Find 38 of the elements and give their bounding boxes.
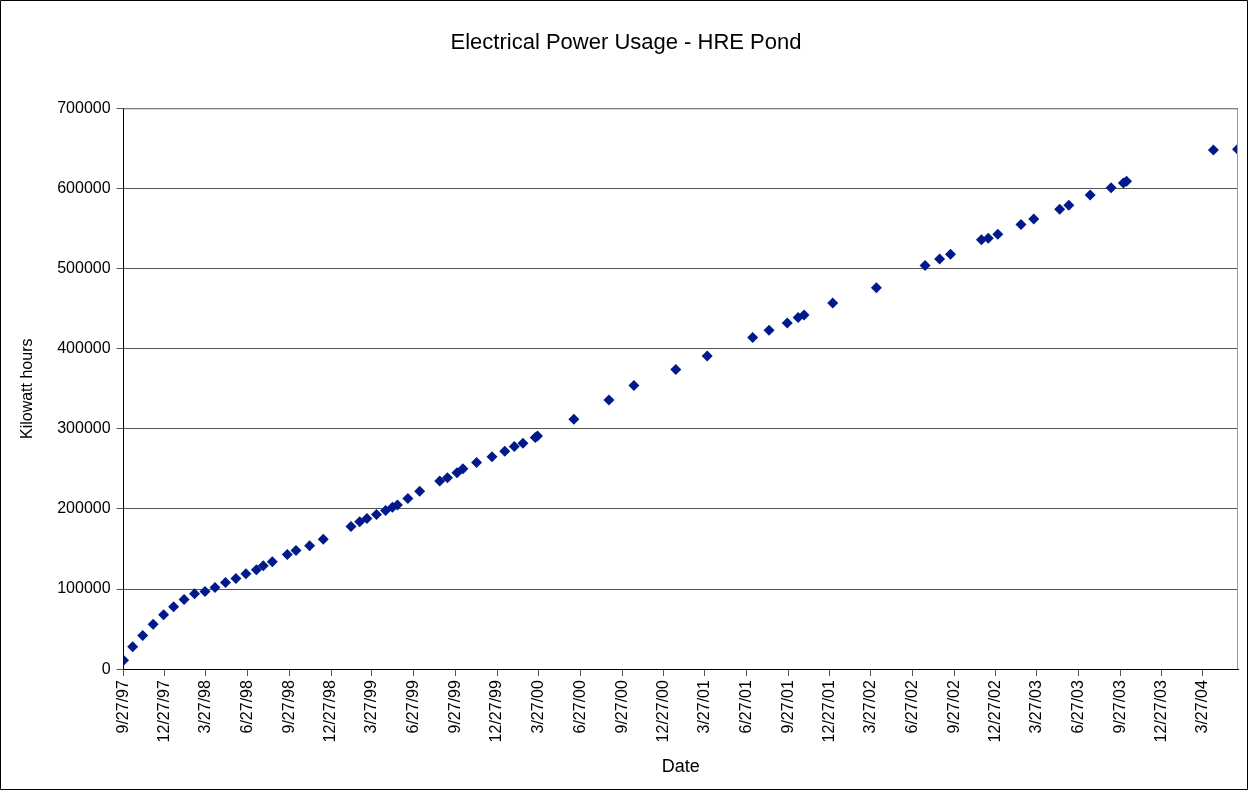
x-tick-label: 12/27/98 xyxy=(321,680,339,743)
x-tick-label: 6/27/02 xyxy=(902,680,920,734)
x-tick-label: 3/27/01 xyxy=(694,680,712,734)
x-tick-label: 12/27/00 xyxy=(653,680,671,743)
y-tick-label: 500000 xyxy=(57,259,111,277)
x-tick-label: 3/27/02 xyxy=(860,680,878,734)
x-tick-label: 3/27/04 xyxy=(1193,680,1211,734)
x-tick-label: 3/27/98 xyxy=(196,680,214,734)
x-tick-label: 9/27/02 xyxy=(944,680,962,734)
x-tick-label: 12/27/02 xyxy=(985,680,1003,743)
x-tick-label: 9/27/99 xyxy=(446,680,464,734)
x-tick-label: 12/27/01 xyxy=(819,680,837,743)
x-tick-label: 9/27/03 xyxy=(1110,680,1128,734)
x-tick-label: 9/27/01 xyxy=(778,680,796,734)
x-tick-label: 9/27/97 xyxy=(114,680,131,734)
y-tick-label: 0 xyxy=(101,659,111,677)
x-tick-label: 3/27/99 xyxy=(362,680,380,734)
y-tick-label: 300000 xyxy=(57,419,111,437)
y-tick-label: 400000 xyxy=(57,339,111,357)
x-tick-label: 6/27/00 xyxy=(570,680,588,734)
y-tick-label: 200000 xyxy=(57,499,111,517)
x-tick-label: 6/27/99 xyxy=(404,680,422,734)
x-tick-label: 6/27/01 xyxy=(736,680,754,734)
x-tick-label: 6/27/03 xyxy=(1068,680,1086,734)
y-tick-label: 700000 xyxy=(57,98,111,116)
y-axis-title: Kilowatt hours xyxy=(18,338,36,440)
x-tick-label: 3/27/00 xyxy=(528,680,546,734)
y-tick-label: 100000 xyxy=(57,579,111,597)
x-tick-label: 9/27/98 xyxy=(280,680,298,734)
x-tick-label: 12/27/03 xyxy=(1151,680,1169,743)
x-tick-label: 3/27/03 xyxy=(1026,680,1044,734)
x-tick-label: 9/27/00 xyxy=(612,680,630,734)
chart-title: Electrical Power Usage - HRE Pond xyxy=(450,29,802,55)
x-axis-title: Date xyxy=(661,756,700,777)
y-tick-label: 600000 xyxy=(57,178,111,196)
x-tick-label: 12/27/97 xyxy=(155,680,173,743)
x-tick-label: 6/27/98 xyxy=(238,680,256,734)
x-tick-label: 12/27/99 xyxy=(487,680,505,743)
